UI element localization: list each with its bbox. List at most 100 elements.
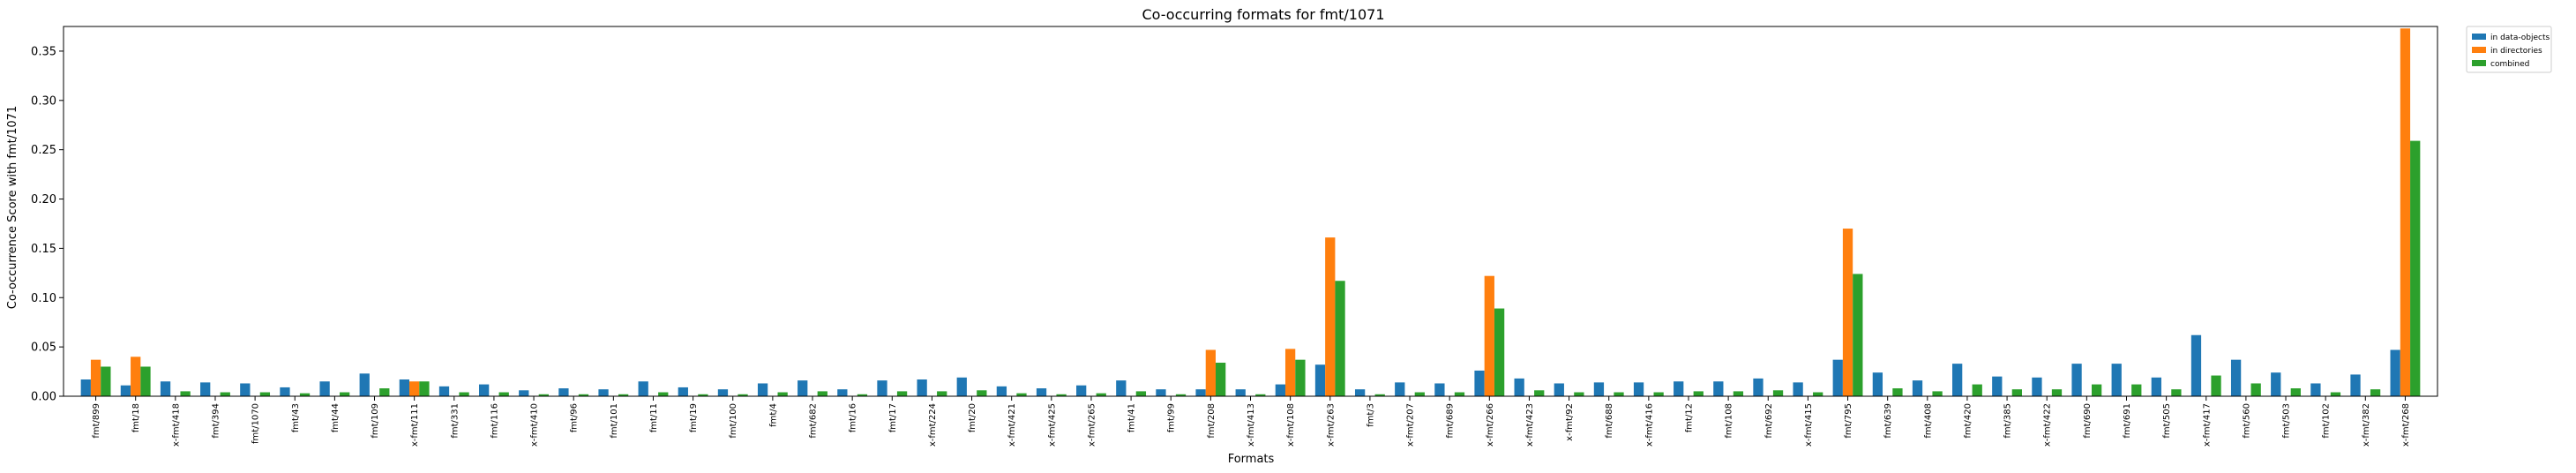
bar-fmt-795-s1 [1842,229,1853,396]
bar-fmt-19-s0 [678,387,688,396]
bar-fmt-96-s0 [558,388,569,396]
bar-fmt-331-s0 [438,386,450,396]
bar-fmt-101-s2 [618,394,629,396]
bar-x-fmt-207-s0 [1395,382,1405,396]
bar-fmt-899-s1 [90,359,101,396]
bar-x-fmt-108-s1 [1284,349,1296,396]
bar-fmt-331-s2 [459,392,469,396]
x-tick-label: fmt/11 [649,403,659,432]
x-tick-label: fmt/41 [1127,403,1137,432]
x-tick-label: fmt/331 [450,403,460,439]
x-tick-label: fmt/101 [610,403,619,439]
bar-x-fmt-265-s2 [1096,393,1106,396]
y-tick-label: 0.15 [31,243,56,256]
bar-fmt-208-s1 [1205,349,1216,396]
y-tick-label: 0.30 [31,94,56,108]
bar-fmt-692-s2 [1772,390,1784,396]
bar-x-fmt-92-s0 [1554,383,1564,396]
bar-fmt-385-s2 [2011,389,2022,396]
bar-fmt-99-s0 [1156,389,1166,396]
y-axis-label: Co-occurrence Score with fmt/1071 [6,106,19,309]
x-tick-label: fmt/690 [2083,403,2093,439]
bar-x-fmt-263-s0 [1314,364,1326,396]
legend-label: in directories [2490,47,2542,56]
x-tick-label: fmt/408 [1923,403,1933,439]
x-tick-label: fmt/109 [371,403,380,439]
x-tick-label: fmt/560 [2242,403,2251,439]
bar-fmt-420-s0 [1952,364,1963,396]
bar-fmt-100-s0 [717,389,729,396]
bar-fmt-4-s0 [757,383,768,396]
bar-fmt-408-s0 [1912,380,1923,396]
bar-fmt-688-s0 [1593,382,1605,396]
x-tick-label: fmt/96 [570,403,580,432]
bar-x-fmt-416-s0 [1633,382,1644,396]
x-tick-label: fmt/692 [1764,403,1774,439]
bar-x-fmt-416-s2 [1653,392,1664,396]
bar-fmt-11-s0 [638,381,648,396]
x-tick-label: x-fmt/263 [1326,403,1336,447]
x-tick-label: x-fmt/268 [2401,403,2411,447]
bar-fmt-43-s2 [299,393,311,396]
bar-fmt-639-s2 [1892,388,1903,396]
bar-x-fmt-111-s0 [399,379,410,396]
x-tick-label: fmt/16 [849,403,858,432]
x-tick-label: x-fmt/224 [928,403,938,447]
bar-fmt-108-s0 [1713,381,1724,396]
bar-fmt-116-s2 [498,392,509,396]
bar-fmt-691-s0 [2111,364,2122,396]
bar-fmt-102-s2 [2330,392,2341,396]
bar-x-fmt-382-s0 [2350,374,2361,396]
bar-fmt-16-s2 [857,394,868,396]
bar-fmt-12-s0 [1674,381,1684,396]
x-tick-label: x-fmt/418 [171,403,181,447]
y-tick-label: 0.35 [31,45,56,58]
bar-fmt-17-s0 [877,380,887,396]
bar-x-fmt-224-s2 [937,391,947,396]
x-tick-label: x-fmt/108 [1286,403,1296,447]
bar-x-fmt-108-s2 [1295,359,1306,396]
bar-x-fmt-422-s2 [2051,389,2063,396]
bar-x-fmt-268-s0 [2390,349,2400,396]
bar-x-fmt-421-s0 [996,386,1007,396]
bar-x-fmt-418-s2 [180,391,191,396]
y-tick-label: 0.00 [31,391,56,404]
bar-fmt-208-s0 [1195,389,1206,396]
x-tick-label: x-fmt/416 [1644,403,1654,447]
x-axis-label: Formats [1228,453,1275,466]
bar-x-fmt-266-s0 [1474,370,1485,396]
bar-x-fmt-382-s2 [2370,389,2381,396]
bar-fmt-1070-s2 [259,392,271,396]
legend: in data-objects in directories combined [2466,26,2552,73]
x-tick-label: fmt/689 [1446,403,1456,439]
bar-fmt-689-s0 [1434,383,1445,396]
x-tick-label: fmt/505 [2162,403,2172,439]
x-tick-label: fmt/100 [729,403,738,439]
bar-fmt-108-s2 [1733,391,1744,396]
x-tick-label: fmt/688 [1605,403,1614,439]
x-tick-label: fmt/795 [1844,403,1853,439]
bar-fmt-20-s2 [977,390,987,396]
bar-x-fmt-268-s1 [2400,28,2411,396]
bar-x-fmt-108-s0 [1275,384,1285,396]
x-tick-label: fmt/102 [2322,403,2332,439]
x-tick-label: x-fmt/266 [1486,403,1495,447]
bar-fmt-691-s2 [2131,384,2142,396]
bar-x-fmt-425-s2 [1056,394,1067,396]
bar-fmt-690-s0 [2071,364,2082,396]
x-tick-label: fmt/18 [131,403,141,432]
x-tick-label: x-fmt/111 [410,403,420,447]
bar-x-fmt-224-s0 [917,379,927,396]
bar-x-fmt-410-s2 [538,394,549,396]
bar-x-fmt-413-s0 [1235,389,1246,396]
bar-fmt-503-s0 [2271,372,2281,396]
bar-fmt-688-s2 [1614,392,1624,396]
chart-title: Co-occurring formats for fmt/1071 [1142,6,1384,23]
legend-box [2466,26,2552,73]
bar-x-fmt-422-s0 [2032,377,2042,396]
bar-fmt-109-s2 [379,388,390,396]
x-tick-label: fmt/19 [689,403,699,432]
x-tick-label: fmt/503 [2282,403,2292,439]
x-tick-label: fmt/17 [888,403,898,432]
